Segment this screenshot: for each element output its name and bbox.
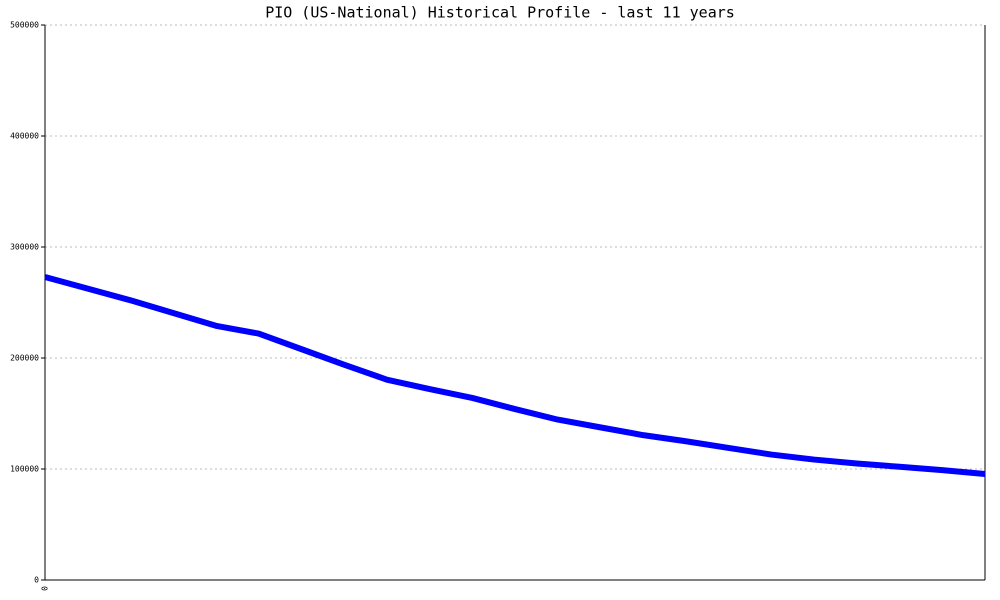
y-tick-label: 0 bbox=[34, 576, 39, 585]
y-tick-label: 400000 bbox=[10, 132, 39, 141]
y-tick-label: 100000 bbox=[10, 465, 39, 474]
x-tick-label: 0 bbox=[41, 586, 50, 591]
chart-title: PIO (US-National) Historical Profile - l… bbox=[265, 4, 735, 22]
y-tick-label: 200000 bbox=[10, 354, 39, 363]
y-tick-label: 300000 bbox=[10, 243, 39, 252]
y-tick-label: 500000 bbox=[10, 21, 39, 30]
data-line bbox=[44, 274, 986, 477]
